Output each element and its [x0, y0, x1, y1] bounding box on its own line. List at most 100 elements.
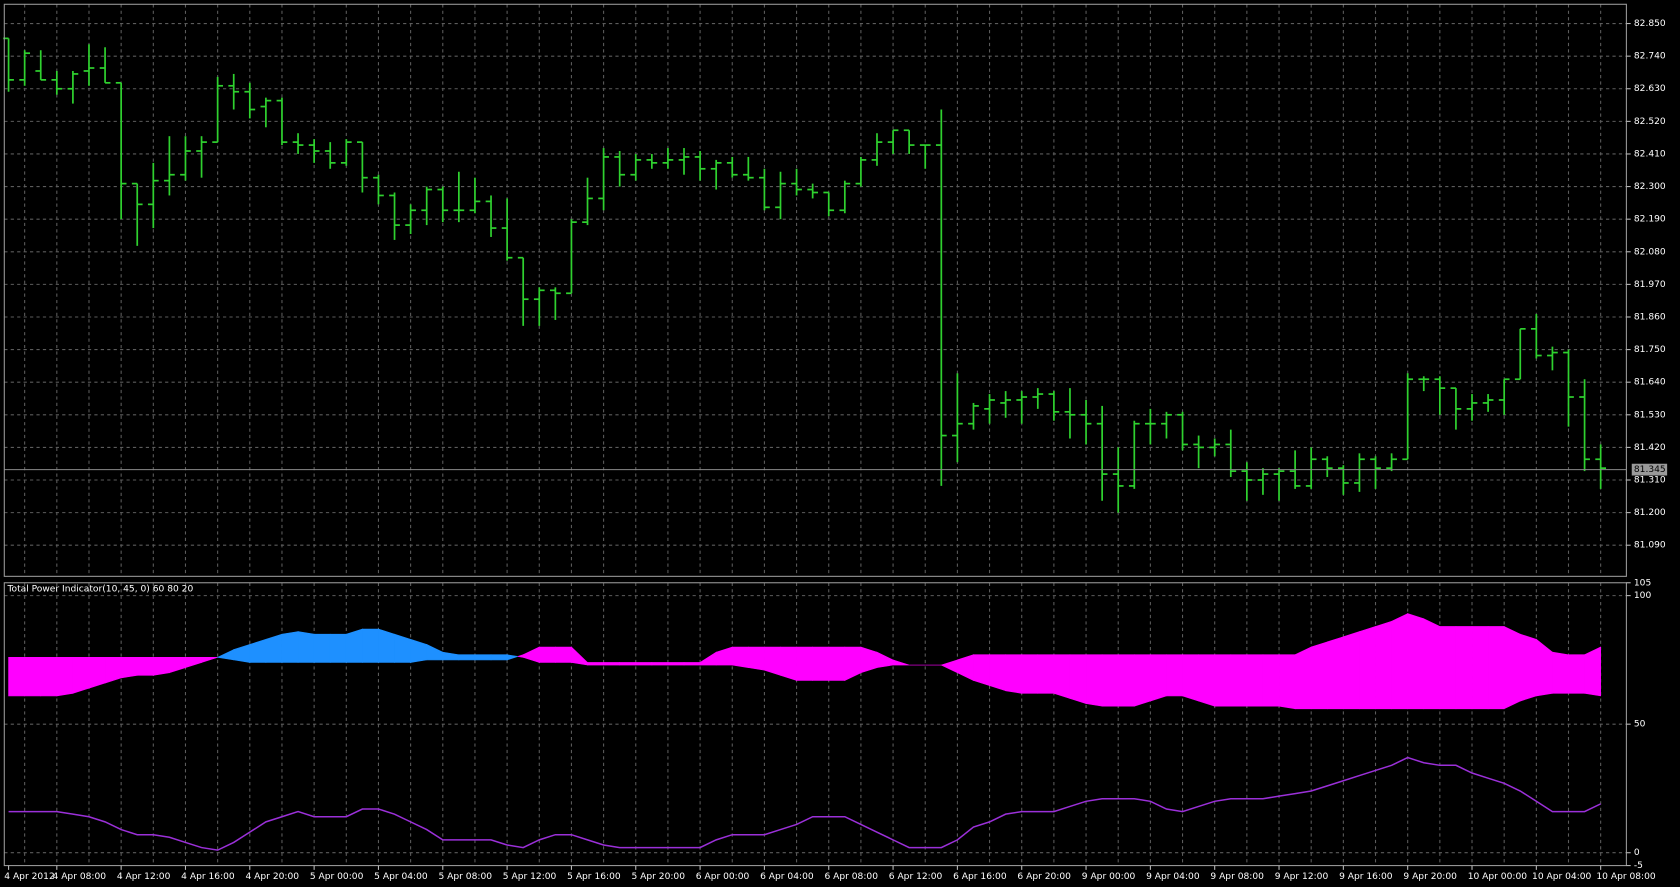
- x-tick-label: 5 Apr 04:00: [374, 872, 428, 882]
- y-tick-label: 81.750: [1634, 345, 1666, 355]
- x-tick-label: 9 Apr 04:00: [1146, 872, 1200, 882]
- x-tick-label: 6 Apr 04:00: [760, 872, 814, 882]
- y-tick-label: 82.410: [1634, 149, 1666, 159]
- x-tick-label: 5 Apr 12:00: [503, 872, 557, 882]
- indicator-title: Total Power Indicator(10, 45, 0) 60 80 2…: [7, 585, 194, 595]
- y-tick-label: -5: [1634, 861, 1643, 871]
- x-tick-label: 9 Apr 12:00: [1275, 872, 1329, 882]
- band-segment: [120, 657, 138, 679]
- band-segment: [1214, 654, 1232, 707]
- band-segment: [683, 662, 701, 666]
- band-segment: [88, 657, 106, 689]
- band-segment: [1182, 654, 1199, 702]
- axis-layer: 82.850 82.740 82.630 82.520 82.410 82.300 82.1…: [3, 3, 1668, 882]
- band-segment: [667, 662, 685, 666]
- band-segment: [1278, 654, 1296, 710]
- band-segment: [1568, 654, 1585, 694]
- y-tick-label: 82.520: [1634, 117, 1666, 127]
- band-segment: [1294, 646, 1312, 710]
- band-segment: [764, 646, 781, 676]
- band-segment: [1375, 620, 1392, 710]
- band-segment: [1069, 654, 1087, 705]
- band-segment: [828, 646, 846, 681]
- y-tick-label: 82.850: [1634, 19, 1666, 29]
- y-tick-label: 82.740: [1634, 52, 1666, 62]
- band-segment: [1471, 626, 1489, 710]
- x-tick-label: 6 Apr 16:00: [953, 872, 1007, 882]
- band-segment: [1037, 654, 1055, 694]
- band-segment: [555, 646, 572, 663]
- band-segment: [1326, 636, 1344, 710]
- band-segment: [378, 628, 395, 663]
- band-segment: [1487, 626, 1505, 710]
- band-segment: [989, 654, 1006, 692]
- x-tick-label: 4 Apr 08:00: [53, 872, 107, 882]
- panel-frame: [3, 3, 1627, 577]
- band-segment: [1584, 646, 1601, 697]
- x-tick-label: 10 Apr 08:00: [1596, 872, 1656, 882]
- x-tick-label: 9 Apr 00:00: [1082, 872, 1136, 882]
- mark-layer: [3, 37, 1627, 851]
- band-segment: [1359, 626, 1376, 710]
- y-tick-label: 100: [1634, 591, 1652, 601]
- band-segment: [265, 633, 283, 663]
- band-segment: [345, 628, 363, 663]
- x-tick-label: 5 Apr 00:00: [310, 872, 364, 882]
- x-tick-label: 5 Apr 08:00: [438, 872, 492, 882]
- band-segment: [635, 662, 653, 666]
- band-segment: [1166, 654, 1183, 697]
- y-tick-label: 82.080: [1634, 247, 1666, 257]
- y-tick-label: 81.530: [1634, 410, 1666, 420]
- x-tick-label: 5 Apr 16:00: [567, 872, 621, 882]
- x-tick-label: 4 Apr 20:00: [246, 872, 300, 882]
- last-price-box: [1631, 463, 1668, 476]
- band-segment: [1343, 631, 1360, 710]
- band-segment: [1133, 654, 1151, 707]
- band-segment: [619, 662, 637, 666]
- x-tick-label: 9 Apr 08:00: [1210, 872, 1264, 882]
- band-segment: [812, 646, 830, 681]
- band-segment: [1519, 633, 1537, 702]
- band-segment: [1391, 613, 1409, 710]
- band-segment: [1021, 654, 1039, 694]
- x-tick-label: 4 Apr 2012: [4, 872, 54, 882]
- y-tick-label: 81.420: [1634, 443, 1666, 453]
- band-segment: [297, 631, 315, 663]
- y-tick-label: 82.630: [1634, 84, 1666, 94]
- y-tick-label: 81.310: [1634, 476, 1666, 486]
- band-segment: [1503, 625, 1521, 710]
- band-segment: [1310, 641, 1328, 710]
- band-segment: [892, 659, 910, 666]
- x-tick-label: 10 Apr 00:00: [1468, 872, 1528, 882]
- band-segment: [1246, 654, 1264, 707]
- band-segment: [748, 646, 765, 671]
- band-segment: [587, 662, 604, 666]
- band-segment: [651, 662, 669, 666]
- band-segment: [731, 646, 749, 668]
- band-segment: [72, 657, 90, 694]
- last-price-label: 81.345: [1634, 465, 1666, 475]
- x-tick-label: 4 Apr 12:00: [117, 872, 171, 882]
- y-tick-label: 50: [1634, 720, 1646, 730]
- y-tick-label: 105: [1634, 578, 1651, 588]
- band-segment: [1439, 626, 1457, 710]
- x-tick-label: 9 Apr 20:00: [1403, 872, 1457, 882]
- x-tick-label: 10 Apr 04:00: [1532, 872, 1592, 882]
- band-segment: [281, 631, 299, 663]
- band-segment: [1053, 654, 1071, 699]
- band-segment: [56, 657, 74, 697]
- y-tick-label: 82.300: [1634, 182, 1666, 192]
- band-segment: [329, 633, 347, 663]
- band-segment: [1455, 626, 1473, 710]
- band-segment: [1085, 654, 1103, 707]
- x-tick-label: 4 Apr 16:00: [181, 872, 235, 882]
- y-tick-label: 81.640: [1634, 378, 1666, 388]
- x-tick-label: 5 Apr 20:00: [631, 872, 685, 882]
- x-tick-label: 6 Apr 08:00: [824, 872, 878, 882]
- band-segment: [796, 646, 813, 681]
- x-tick-label: 6 Apr 00:00: [696, 872, 750, 882]
- band-segment: [780, 646, 797, 681]
- band-segment: [201, 657, 218, 663]
- band-segment: [506, 654, 518, 661]
